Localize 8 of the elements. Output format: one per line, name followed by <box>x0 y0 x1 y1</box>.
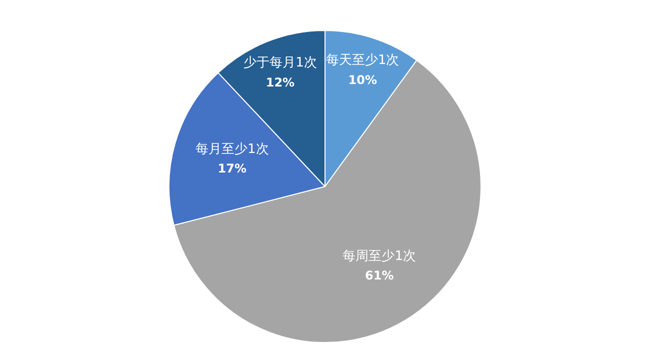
slice-label: 少于每月1次 <box>244 56 317 71</box>
data-label: 12% <box>266 75 295 90</box>
data-label: 10% <box>348 72 377 87</box>
slice-label: 每月至少1次 <box>195 142 269 157</box>
slice-label: 每天至少1次 <box>326 53 400 68</box>
data-label: 61% <box>365 268 394 283</box>
slice-label: 每周至少1次 <box>342 248 416 264</box>
data-label: 17% <box>218 162 246 176</box>
